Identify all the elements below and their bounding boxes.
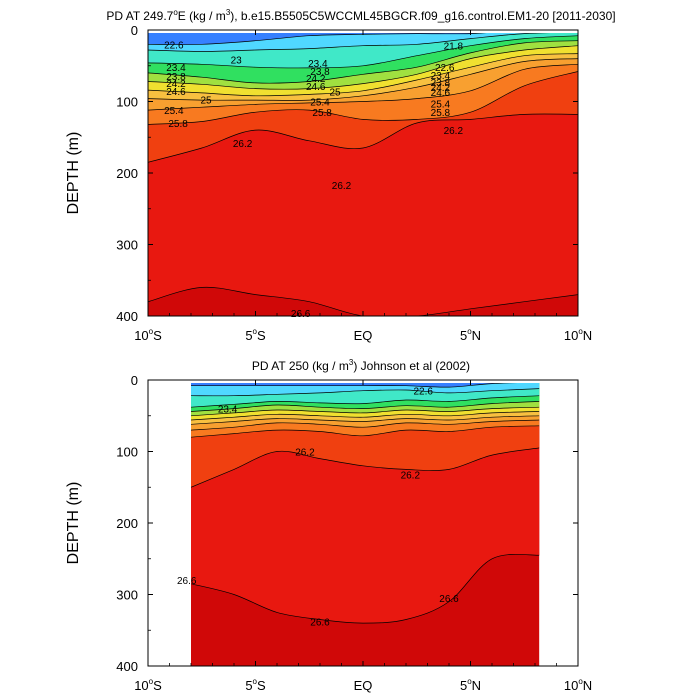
x-tick-label: EQ (354, 328, 373, 343)
x-tick-label: 5oN (460, 327, 481, 343)
contour-label: 23.4 (218, 405, 238, 416)
contour-field (191, 383, 540, 666)
contour-label: 26.6 (439, 594, 459, 605)
contour-line-26.2 (191, 447, 540, 488)
contour-line-26.6 (148, 286, 578, 316)
y-tick-label: 100 (116, 445, 138, 460)
contour-line-23.4 (191, 395, 540, 408)
chart-panel-1: 22.62323.423.824.224.62525.425.826.223.4… (65, 8, 616, 343)
contour-line-25.8 (191, 425, 540, 438)
contour-label: 26.2 (332, 181, 352, 192)
y-tick-label: 0 (131, 23, 138, 38)
contour-line-23.4 (148, 35, 578, 69)
x-tick-label: 10oN (564, 327, 592, 343)
contour-line-23 (148, 33, 550, 52)
contour-label: 26.2 (444, 126, 464, 137)
contour-label: 26.2 (295, 448, 315, 459)
chart-panel-2: 23.4 22.6 26.2 26.2 26.6 26.6 26.6 0 100 200 300 40… (65, 358, 592, 693)
contour-label: 25.8 (431, 108, 451, 119)
contour-line-25.4 (148, 63, 578, 111)
density-band-surface (191, 383, 506, 388)
contour-line-23.8 (191, 401, 540, 412)
contour-label: 25 (200, 95, 212, 106)
contour-line-26.6 (191, 553, 540, 624)
x-tick-label: 10oS (134, 677, 162, 693)
contour-label: 25.4 (310, 98, 330, 109)
contour-label: 26.6 (310, 618, 330, 629)
y-tick-label: 100 (116, 95, 138, 110)
y-tick-label: 0 (131, 373, 138, 388)
contour-line-25.8 (148, 71, 578, 125)
contour-label: 24.6 (166, 87, 186, 98)
y-tick-label: 300 (116, 588, 138, 603)
contour-line-25.4 (191, 419, 540, 431)
y-axis-label: DEPTH (m) (65, 132, 82, 215)
contour-label: 25.8 (168, 119, 188, 130)
y-tick-label: 400 (116, 659, 138, 674)
contour-label: 24.2 (166, 79, 186, 90)
x-tick-label: 5oS (245, 677, 266, 693)
chart-title: PD AT 249.7oE (kg / m3), b.e15.B5505C5WC… (106, 8, 615, 23)
contour-label: 23.8 (310, 67, 330, 78)
contour-label: 23.4 (308, 59, 328, 70)
contour-line-24.6 (191, 411, 540, 421)
contour-line-24.2 (191, 406, 540, 417)
contour-label: 21.8 (444, 42, 464, 53)
contour-line-23.8 (148, 40, 578, 84)
contour-label: 26.2 (401, 470, 421, 481)
contour-line-24.6 (148, 53, 578, 97)
contour-line-25 (148, 58, 578, 101)
density-band-surface (148, 33, 482, 45)
contour-label: 23.4 (431, 71, 451, 82)
contour-label: 26.2 (233, 139, 253, 150)
y-tick-label: 200 (116, 516, 138, 531)
contour-label: 23 (231, 55, 243, 66)
x-tick-label: 5oN (460, 677, 481, 693)
contour-label: 23.8 (431, 78, 451, 89)
contour-label: 26.6 (291, 309, 311, 320)
contour-label: 25 (329, 87, 341, 98)
contour-line-26.2 (148, 113, 578, 163)
contour-line-24.2 (148, 45, 578, 90)
contour-label: 25.4 (431, 100, 451, 111)
contour-label: 22.6 (164, 40, 184, 51)
contour-label: 24.2 (306, 74, 326, 85)
contour-label: 25.8 (312, 108, 332, 119)
contour-label: 25.4 (164, 106, 184, 117)
contour-label: 22.6 (413, 387, 433, 398)
y-axis-label: DEPTH (m) (65, 482, 82, 565)
contour-label: 26.6 (177, 576, 197, 587)
contour-label: 24.6 (306, 82, 326, 93)
contour-label: 24.2 (431, 83, 451, 94)
contour-label: 22.6 (435, 63, 455, 74)
y-tick-label: 200 (116, 166, 138, 181)
y-tick-label: 300 (116, 238, 138, 253)
contour-field (148, 33, 578, 316)
contour-line-25 (191, 415, 540, 425)
x-tick-label: 5oS (245, 327, 266, 343)
contour-label: 23.8 (166, 72, 186, 83)
contour-label: 23.4 (166, 63, 186, 74)
contour-line-23 (191, 388, 540, 397)
y-tick-label: 400 (116, 309, 138, 324)
x-tick-label: EQ (354, 678, 373, 693)
x-tick-label: 10oS (134, 327, 162, 343)
contour-label: 24.6 (431, 88, 451, 99)
contour-line-22.6 (191, 383, 518, 388)
chart-title: PD AT 250 (kg / m3) Johnson et al (2002) (252, 358, 470, 373)
x-tick-label: 10oN (564, 677, 592, 693)
